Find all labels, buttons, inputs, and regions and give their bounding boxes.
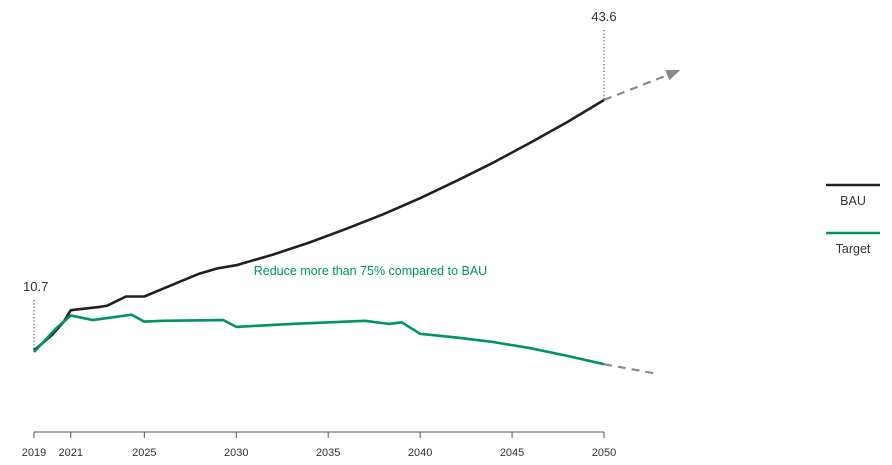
projection-line-target xyxy=(603,363,660,376)
legend-label-bau: BAU xyxy=(840,194,866,208)
projection-line-bau xyxy=(603,70,678,102)
legend: BAU Target xyxy=(826,183,880,256)
series-line-target xyxy=(33,313,605,366)
x-tick-label-2045: 2045 xyxy=(500,447,524,459)
x-tick-label-2025: 2025 xyxy=(132,447,156,459)
x-tick-label-2021: 2021 xyxy=(59,447,83,459)
value-label-10.7: 10.7 xyxy=(23,279,48,294)
series-layer xyxy=(33,69,681,376)
value-label-43.6: 43.6 xyxy=(591,9,616,24)
x-axis: 2019 2021 2025 2030 2035 2040 2045 2050 xyxy=(22,431,616,459)
projection-arrow-icon xyxy=(665,69,681,81)
x-tick-label-2019: 2019 xyxy=(22,447,46,459)
x-tick-label-2035: 2035 xyxy=(316,447,340,459)
x-tick-label-2030: 2030 xyxy=(224,447,248,459)
x-tick-label-2040: 2040 xyxy=(408,447,432,459)
series-line-bau xyxy=(33,98,605,352)
labels-layer: 10.7 43.6 Reduce more than 75% compared to… xyxy=(23,9,617,351)
x-tick-label-2050: 2050 xyxy=(592,447,616,459)
annotation-text: Reduce more than 75% compared to BAU xyxy=(254,264,487,278)
legend-label-target: Target xyxy=(836,242,871,256)
